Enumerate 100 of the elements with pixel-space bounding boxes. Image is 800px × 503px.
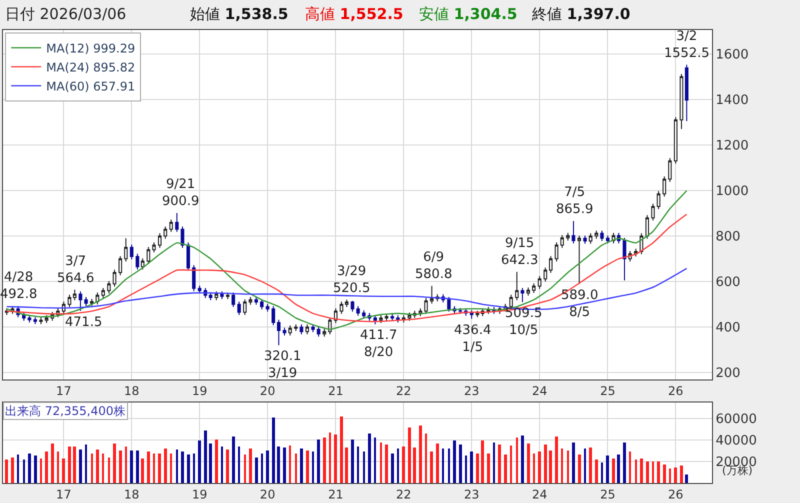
candlestick [520, 287, 524, 303]
x-tick-label: 22 [396, 487, 412, 502]
y-tick-label: 1600 [716, 47, 749, 62]
bar [176, 449, 178, 483]
bar [204, 430, 207, 483]
candlestick [350, 300, 354, 312]
candlestick [390, 313, 394, 322]
candlestick [470, 310, 474, 320]
bar [623, 442, 626, 483]
text: 終値 1,397.0 [531, 5, 630, 23]
bar [572, 442, 575, 483]
candlestick [554, 242, 558, 262]
bar [504, 454, 507, 483]
candlestick [651, 203, 655, 222]
bar [595, 459, 598, 483]
candlestick [300, 324, 304, 335]
bar [141, 458, 144, 483]
bar [91, 453, 93, 483]
candlestick [384, 313, 388, 322]
bar [198, 440, 201, 483]
bar [113, 443, 116, 483]
bar [646, 461, 649, 483]
bar [413, 447, 416, 483]
bar [538, 451, 541, 483]
bar [567, 450, 569, 483]
bar [334, 434, 337, 483]
bar [108, 457, 110, 483]
bar [448, 448, 450, 483]
x-tick-label: 26 [668, 384, 684, 398]
bar [385, 444, 388, 483]
y-tick-label: 200 [716, 366, 740, 382]
candlestick [594, 230, 598, 240]
x-tick-label: 17 [56, 487, 72, 502]
bar [635, 459, 637, 483]
candlestick [680, 73, 684, 130]
x-tick-label: 24 [532, 487, 548, 502]
x-tick-label: 25 [600, 487, 616, 502]
candlestick [424, 298, 428, 314]
bar [481, 440, 484, 483]
annotation: 出来高 72,355,400株 [5, 404, 126, 418]
bar [425, 433, 427, 483]
candlestick [169, 219, 173, 232]
bar [685, 474, 688, 483]
x-tick-label: 24 [532, 384, 548, 398]
x-tick-label: 20 [260, 487, 276, 502]
candlestick [373, 314, 377, 325]
bar [391, 453, 394, 483]
bar [289, 445, 291, 483]
candlestick [583, 235, 587, 244]
candlestick [118, 256, 122, 276]
candlestick [316, 326, 320, 338]
candlestick [164, 226, 168, 240]
candlestick [645, 214, 649, 240]
bar [629, 451, 631, 483]
candlestick [107, 280, 111, 294]
candlestick [96, 292, 100, 305]
candlestick [101, 287, 105, 298]
x-tick-label: 25 [600, 384, 616, 398]
bar [181, 451, 184, 483]
bar [277, 446, 280, 483]
candlestick [214, 290, 218, 301]
bar [283, 447, 286, 483]
bar [136, 450, 139, 483]
bar [657, 461, 660, 483]
bar [669, 468, 671, 483]
candlestick [622, 237, 626, 281]
candlestick [140, 258, 144, 270]
bar [680, 465, 683, 483]
candlestick [237, 301, 241, 316]
y-tick-label: 1200 [716, 138, 749, 154]
bar [617, 454, 620, 483]
candlestick [28, 314, 32, 324]
bar [62, 458, 65, 483]
x-tick-label: 23 [464, 384, 480, 398]
candlestick [158, 232, 162, 248]
candlestick [254, 296, 258, 306]
candlestick [560, 234, 564, 248]
bar [193, 453, 195, 483]
x-tick-label: 18 [124, 384, 140, 398]
bar [498, 444, 501, 483]
candlestick [362, 310, 366, 319]
candlestick [294, 324, 298, 332]
bar [244, 454, 246, 483]
bar [68, 446, 71, 483]
bar [261, 453, 263, 483]
annotation: 3/29 520.5 [333, 264, 370, 296]
bar [419, 425, 422, 483]
y-tick-label: 40000 [716, 434, 757, 449]
x-tick-label: 22 [396, 384, 412, 398]
bar [549, 450, 552, 483]
bar [125, 446, 127, 483]
bar [51, 443, 54, 483]
x-tick-label: 23 [464, 487, 480, 502]
candlestick [288, 325, 292, 336]
bar [306, 450, 309, 483]
x-tick-label: 18 [124, 487, 140, 502]
bar [317, 439, 320, 483]
bar [533, 453, 535, 483]
bar [11, 457, 14, 483]
candlestick [33, 316, 37, 325]
